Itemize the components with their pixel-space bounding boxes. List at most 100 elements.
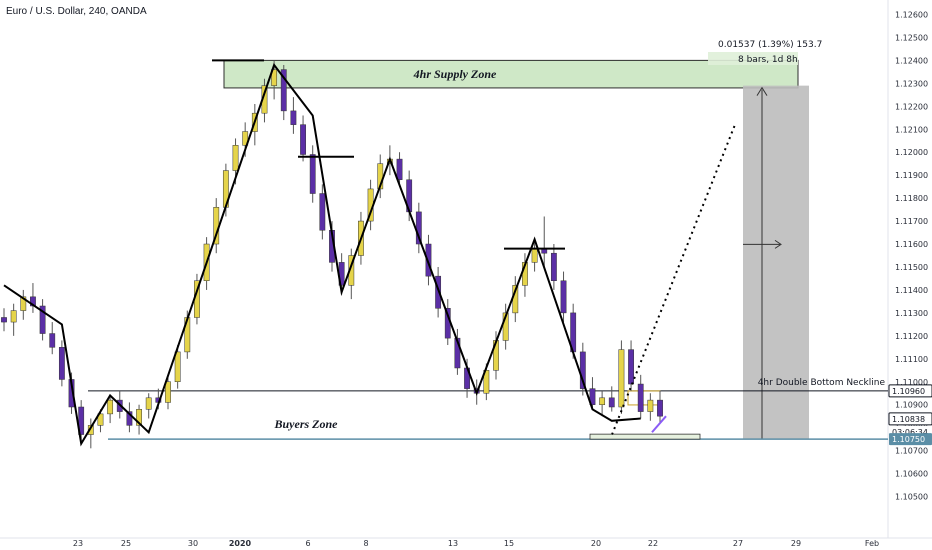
x-tick-label: 22 (648, 539, 658, 548)
candle-body (165, 381, 171, 403)
candle-body (589, 388, 596, 405)
consolidation-box (627, 390, 661, 406)
y-tick-label: 1.10900 (895, 401, 928, 410)
projection-line (611, 124, 736, 435)
pattern-layer (3, 59, 736, 447)
candle-body (145, 397, 152, 410)
candle-body (454, 337, 461, 369)
x-tick-label: 30 (188, 539, 198, 548)
price-badges: 1.10960 1.10838 03:06:341.10750 (888, 384, 932, 446)
candle-body (319, 193, 326, 231)
y-tick-label: 1.12200 (895, 102, 928, 111)
candle-body (58, 347, 65, 380)
candle-body (232, 145, 239, 171)
candle-body (618, 349, 625, 408)
measure-info-bg (708, 52, 798, 65)
y-tick-label: 1.12100 (895, 125, 928, 134)
candle-body (550, 252, 557, 281)
y-tick-label: 1.11300 (895, 309, 928, 318)
y-tick-label: 1.12400 (895, 56, 928, 65)
measure-h-arrow-head (774, 239, 782, 249)
x-tick-label: 27 (733, 539, 743, 548)
candle-body (39, 305, 46, 334)
y-tick-label: 1.11500 (895, 263, 928, 272)
candle-body (637, 383, 644, 412)
supply-zone-box (223, 59, 799, 89)
candle-body (599, 397, 606, 405)
x-tick-label: Feb (865, 539, 879, 548)
candle-body (10, 310, 17, 323)
y-tick-label: 1.12600 (895, 10, 928, 19)
neckline-label: 4hr Double Bottom Neckline (758, 378, 886, 388)
candle-body (290, 110, 297, 125)
y-tick-label: 1.11100 (895, 355, 928, 364)
measure-text-1: 0.01537 (1.39%) 153.7 (718, 40, 822, 50)
candle-body (435, 275, 442, 309)
buyers-zone-label: Buyers Zone (274, 417, 339, 431)
candle-body (309, 154, 316, 194)
candle-body (657, 399, 663, 417)
zones-layer: 4hr Supply Zone Buyers Zone 4hr Double Bot… (88, 59, 888, 440)
candle-body (78, 406, 85, 435)
x-tick-label: 6 (305, 539, 310, 548)
candle-body (560, 280, 567, 314)
buyers-price-badge: 1.10750 (892, 435, 925, 444)
y-tick-label: 1.11800 (895, 194, 928, 203)
x-tick-label: 15 (504, 539, 514, 548)
buyers-price-badge-bg (889, 433, 932, 446)
candle-body (126, 411, 133, 426)
x-axis-ticks: 23 25 30 2020 6 8 13 15 20 22 27 29 Feb (73, 539, 879, 548)
candle-body (1, 317, 7, 323)
measure-band-right (781, 85, 809, 440)
y-tick-label: 1.11200 (895, 332, 928, 341)
measure-arrow-head (756, 86, 768, 96)
candle-body (396, 158, 403, 181)
supply-zone-label: 4hr Supply Zone (413, 67, 497, 81)
candle-body (502, 312, 509, 341)
candle-body (271, 69, 278, 86)
neckline-price-badge: 1.10960 (892, 387, 925, 396)
y-tick-label: 1.12000 (895, 148, 928, 157)
x-tick-label: 20 (591, 539, 601, 548)
y-tick-label: 1.11600 (895, 240, 928, 249)
candle-body (280, 69, 287, 112)
candle-body (531, 248, 538, 263)
annotations-layer: 0.01537 (1.39%) 153.7 8 bars, 1d 8h (708, 40, 822, 65)
candle-body (628, 349, 634, 385)
y-tick-label: 1.10500 (895, 493, 928, 502)
candle-body (136, 409, 142, 426)
zigzag-pattern-line (3, 62, 641, 447)
candle-body (107, 399, 114, 415)
x-tick-label: 8 (363, 539, 368, 548)
candle-body (87, 425, 94, 435)
y-tick-label: 1.12300 (895, 79, 928, 88)
y-tick-label: 1.10600 (895, 470, 928, 479)
neckline-price-badge-bg (888, 384, 932, 398)
candle-body (300, 124, 306, 155)
y-tick-label: 1.12500 (895, 33, 928, 42)
purple-arrow (651, 415, 667, 433)
y-tick-label: 1.10700 (895, 447, 928, 456)
x-tick-label: 2020 (229, 539, 252, 548)
y-tick-label: 1.11400 (895, 286, 928, 295)
candle-body (425, 243, 432, 277)
x-tick-label: 23 (73, 539, 83, 548)
current-price-badge-bg (888, 412, 932, 426)
candle-body (647, 399, 654, 412)
symbol-label: Euro / U.S. Dollar, 240, OANDA (6, 6, 147, 17)
timer-badge: 03:06:34 (892, 428, 928, 437)
candle-body (242, 131, 249, 146)
x-tick-label: 29 (791, 539, 801, 548)
candle-body (49, 333, 56, 348)
candle-body (20, 296, 27, 311)
y-tick-label: 1.11000 (895, 378, 928, 387)
double-bottom-box (589, 433, 701, 440)
chart-header: Euro / U.S. Dollar, 240, OANDA (6, 6, 147, 17)
y-tick-label: 1.11700 (895, 217, 928, 226)
candles-layer (1, 60, 663, 449)
y-tick-label: 1.11900 (895, 171, 928, 180)
current-price-badge: 1.10838 (892, 415, 925, 424)
x-tick-label: 13 (448, 539, 458, 548)
x-tick-label: 25 (121, 539, 131, 548)
